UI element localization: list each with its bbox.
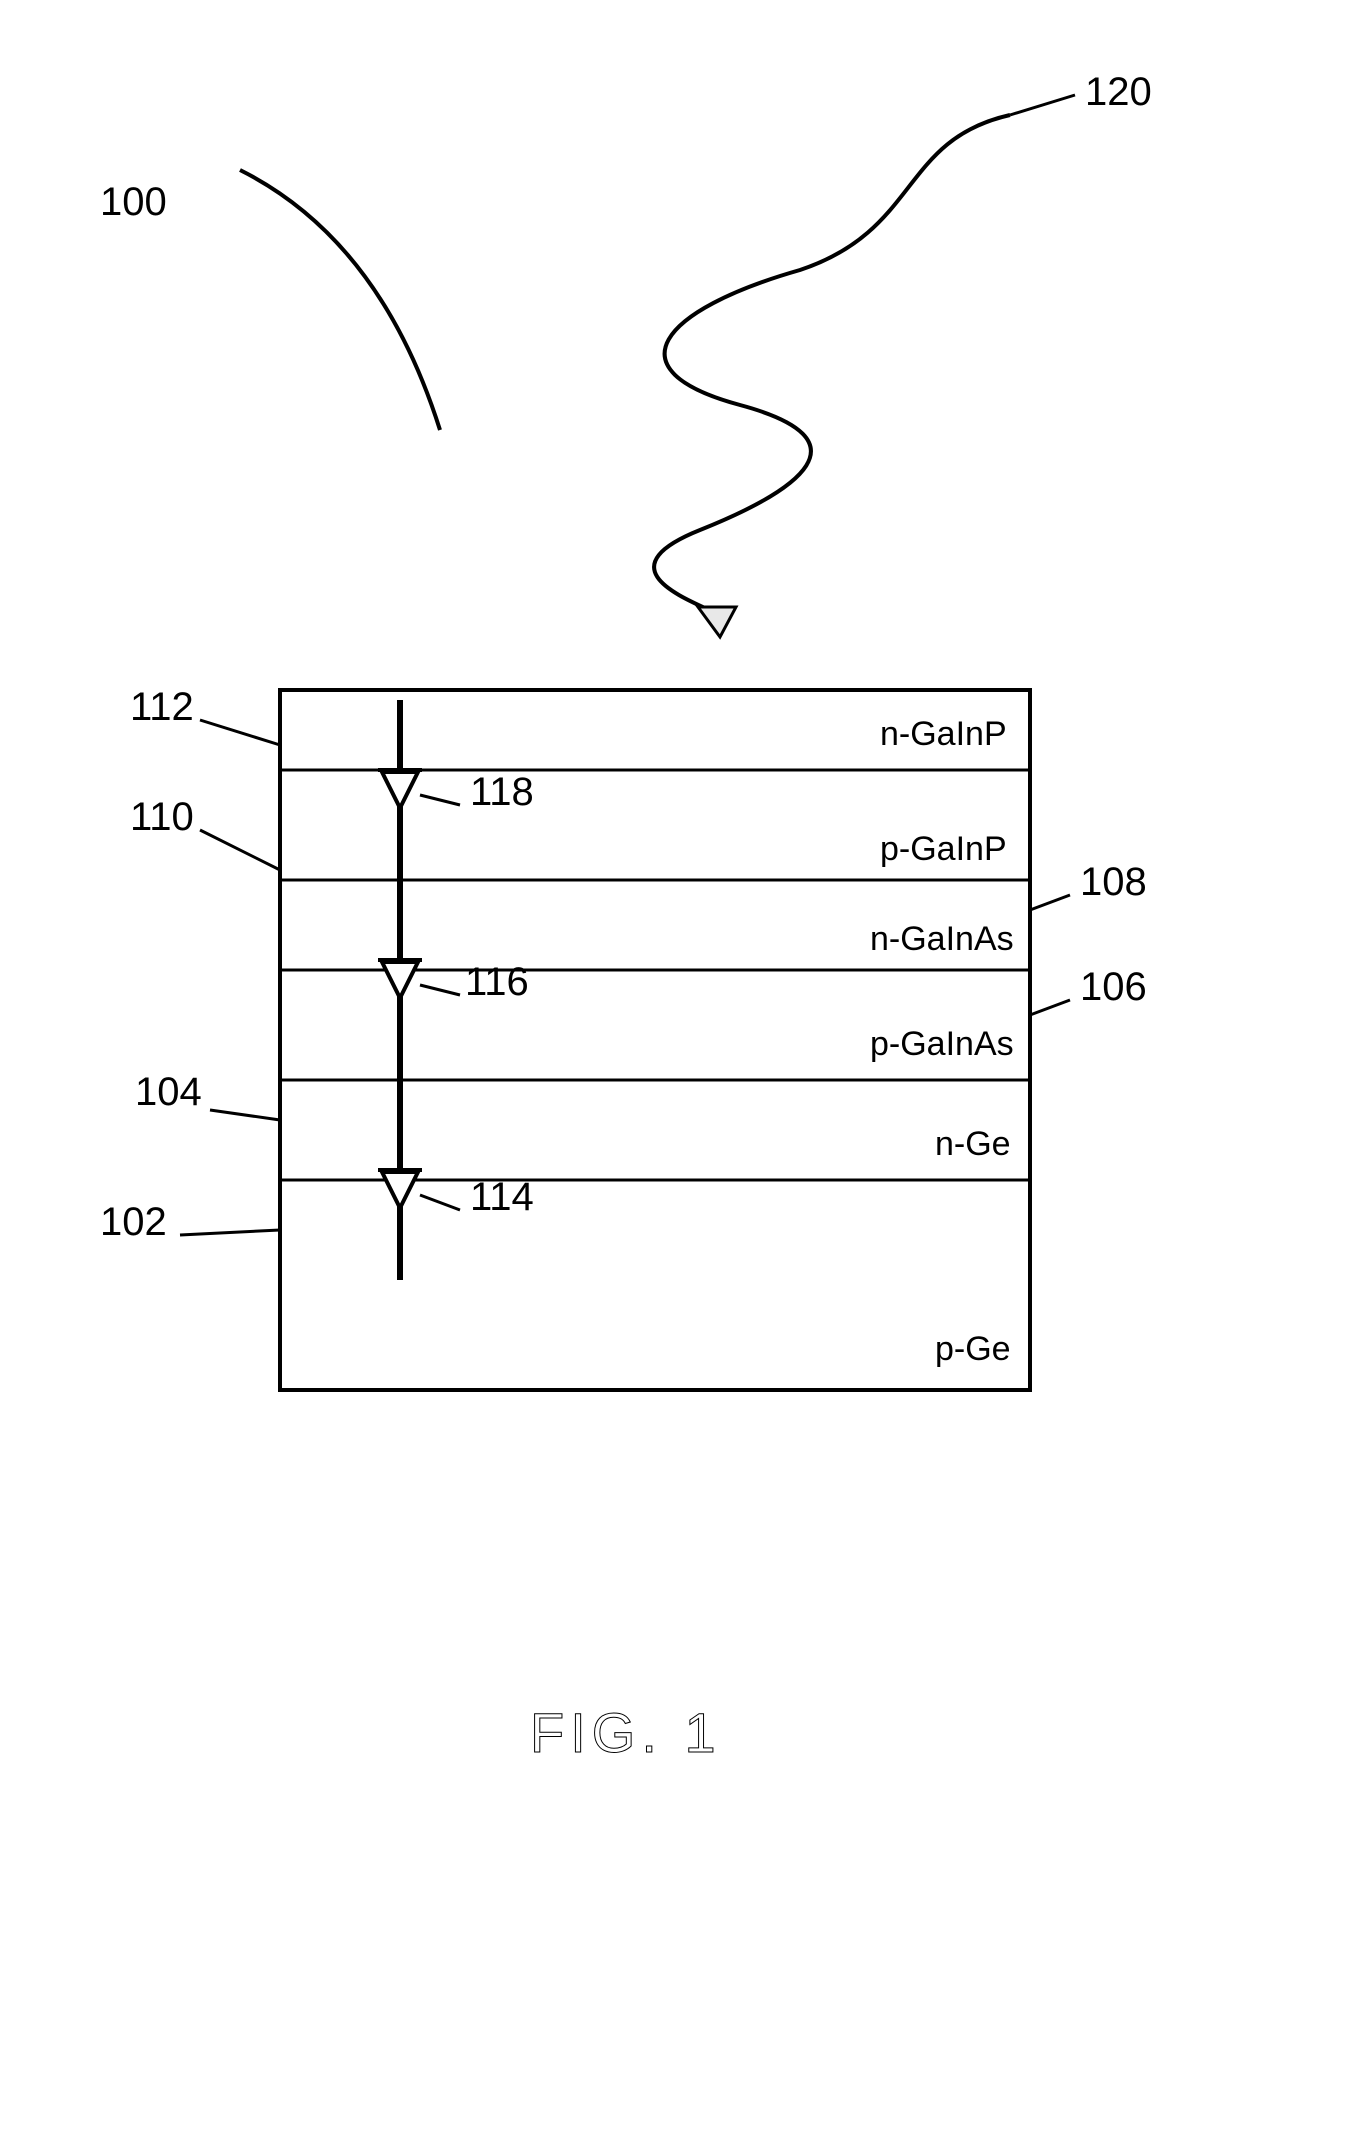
ref-118: 118 (470, 770, 534, 815)
layer-label-n-ge: n-Ge (935, 1125, 1011, 1164)
figure-title: FIG. 1 (530, 1700, 722, 1765)
ref-120: 120 (1085, 70, 1152, 115)
ref-116: 116 (465, 960, 529, 1005)
ref-114: 114 (470, 1175, 534, 1220)
ref-100: 100 (100, 180, 167, 225)
layer-label-n-gainas: n-GaInAs (870, 920, 1014, 959)
ref-110: 110 (130, 795, 194, 840)
ref-112: 112 (130, 685, 194, 730)
ref-108: 108 (1080, 860, 1147, 905)
figure-canvas: n-GaInP p-GaInP n-GaInAs p-GaInAs n-Ge p… (0, 0, 1370, 2154)
ref-106: 106 (1080, 965, 1147, 1010)
layer-label-p-gainas: p-GaInAs (870, 1025, 1014, 1064)
diagram-svg (0, 0, 1370, 2154)
layer-label-n-gainp: n-GaInP (880, 715, 1007, 754)
ref-102: 102 (100, 1200, 167, 1245)
layer-label-p-gainp: p-GaInP (880, 830, 1007, 869)
ref-104: 104 (135, 1070, 202, 1115)
layer-label-p-ge: p-Ge (935, 1330, 1011, 1369)
